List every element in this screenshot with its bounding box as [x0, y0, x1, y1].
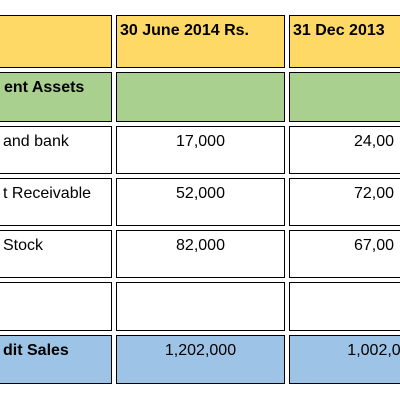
header-cell: 31 Dec 2013	[289, 15, 400, 68]
total-value: 1,002,0	[289, 335, 400, 384]
section-cell	[116, 72, 285, 122]
row-value: 24,00	[289, 126, 400, 174]
total-label: dit Sales	[0, 335, 112, 384]
empty-cell	[0, 282, 112, 331]
row-label: t Receivable	[0, 178, 112, 226]
row-label: and bank	[0, 126, 112, 174]
row-value: 52,000	[116, 178, 285, 226]
row-value: 17,000	[116, 126, 285, 174]
header-cell: 30 June 2014 Rs.	[116, 15, 285, 68]
empty-cell	[289, 282, 400, 331]
total-value: 1,202,000	[116, 335, 285, 384]
header-cell	[0, 15, 112, 68]
row-value: 67,00	[289, 230, 400, 278]
row-value: 82,000	[116, 230, 285, 278]
section-cell	[289, 72, 400, 122]
empty-cell	[116, 282, 285, 331]
section-cell: ent Assets	[0, 72, 112, 122]
row-label: Stock	[0, 230, 112, 278]
row-value: 72,00	[289, 178, 400, 226]
